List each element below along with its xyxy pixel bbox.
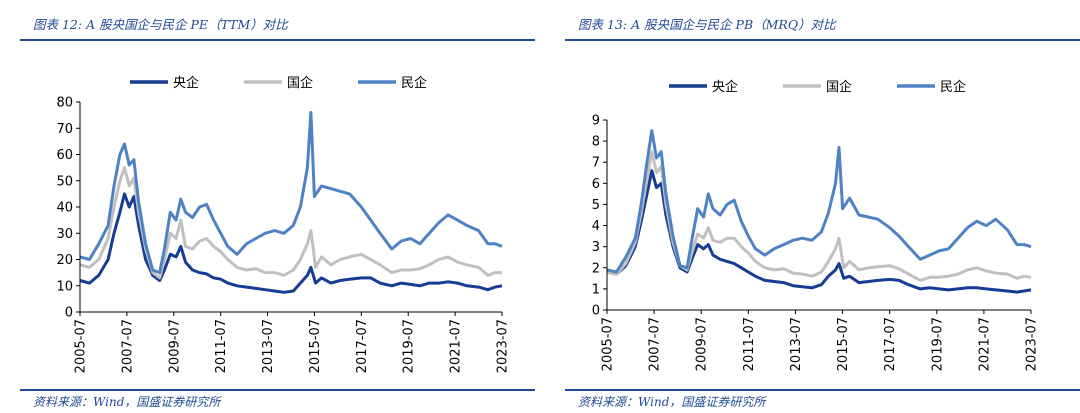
y-tick-label: 10: [56, 279, 73, 294]
x-tick-label: 2017-07: [355, 319, 370, 373]
series-line-2: [79, 111, 503, 275]
y-tick-label: 3: [592, 240, 600, 255]
x-tick-label: 2009-07: [695, 317, 710, 371]
legend-label-0: 央企: [173, 75, 199, 91]
y-tick-label: 7: [592, 156, 600, 171]
y-tick-label: 9: [592, 114, 600, 129]
title-rule: [20, 39, 535, 41]
series-line-2: [606, 129, 1032, 274]
y-tick-label: 70: [56, 122, 73, 137]
pe-line-chart: 0 10 20 30 40 50 60 70 80 2005-07 2007-07 2009-07 20…: [56, 75, 511, 373]
legend-label-1: 国企: [287, 75, 313, 91]
pe-chart-panel: 图表 12: A 股央国企与民企 PE（TTM）对比 0 10 20 30 40 50 60…: [20, 0, 540, 413]
y-tick-label: 50: [56, 174, 73, 189]
pb-line-chart: 0 1 2 3 4 5 6 7 8 9 2005-07 2007-07 2009-07 2011-07 20…: [592, 79, 1040, 371]
figure-source: 资料来源：Wind，国盛证券研究所: [33, 395, 221, 409]
x-tick-label: 2007-07: [120, 319, 135, 373]
series-line-1: [79, 166, 502, 280]
y-tick-label: 4: [592, 219, 600, 234]
x-tick-label: 2023-07: [496, 319, 511, 373]
legend-label-2: 民企: [401, 75, 427, 91]
x-tick-label: 2005-07: [74, 319, 89, 373]
y-tick-label: 30: [56, 227, 73, 242]
y-tick-label: 6: [592, 177, 600, 192]
legend-label-2: 民企: [940, 79, 966, 95]
x-tick-label: 2017-07: [883, 317, 898, 371]
x-tick-label: 2015-07: [836, 317, 851, 371]
y-tick-label: 8: [592, 135, 600, 150]
y-tick-label: 20: [56, 253, 73, 268]
x-tick-label: 2007-07: [648, 317, 663, 371]
y-tick-label: 5: [592, 198, 600, 213]
x-tick-label: 2021-07: [449, 319, 464, 373]
y-tick-label: 2: [592, 261, 600, 276]
x-tick-label: 2013-07: [789, 317, 804, 371]
x-tick-label: 2013-07: [261, 319, 276, 373]
x-tick-label: 2011-07: [742, 317, 757, 371]
y-tick-label: 60: [56, 148, 73, 163]
x-tick-label: 2023-07: [1025, 317, 1040, 371]
source-rule: [20, 389, 535, 391]
y-tick-label: 80: [56, 96, 73, 111]
source-rule: [565, 389, 1080, 391]
x-tick-label: 2009-07: [167, 319, 182, 373]
pb-chart-panel: 图表 13: A 股央国企与民企 PB（MRQ）对比 0 1 2 3 4 5 6 7 8 9 200…: [565, 0, 1080, 413]
series-line-0: [606, 169, 1032, 294]
series-line-1: [606, 150, 1032, 282]
x-tick-label: 2005-07: [601, 317, 616, 371]
legend-label-1: 国企: [826, 79, 852, 95]
y-tick-label: 0: [592, 304, 600, 319]
y-tick-label: 0: [65, 306, 73, 321]
figure-title: 图表 13: A 股央国企与民企 PB（MRQ）对比: [578, 17, 836, 32]
x-tick-label: 2019-07: [930, 317, 945, 371]
series-line-0: [79, 192, 503, 294]
legend-label-0: 央企: [712, 79, 738, 95]
y-tick-label: 40: [56, 201, 73, 216]
x-tick-label: 2021-07: [977, 317, 992, 371]
title-rule: [565, 39, 1080, 41]
x-tick-label: 2015-07: [308, 319, 323, 373]
y-tick-label: 1: [592, 282, 600, 297]
figure-title: 图表 12: A 股央国企与民企 PE（TTM）对比: [33, 17, 288, 32]
figure-source: 资料来源：Wind，国盛证券研究所: [578, 395, 766, 409]
x-tick-label: 2011-07: [214, 319, 229, 373]
x-tick-label: 2019-07: [402, 319, 417, 373]
